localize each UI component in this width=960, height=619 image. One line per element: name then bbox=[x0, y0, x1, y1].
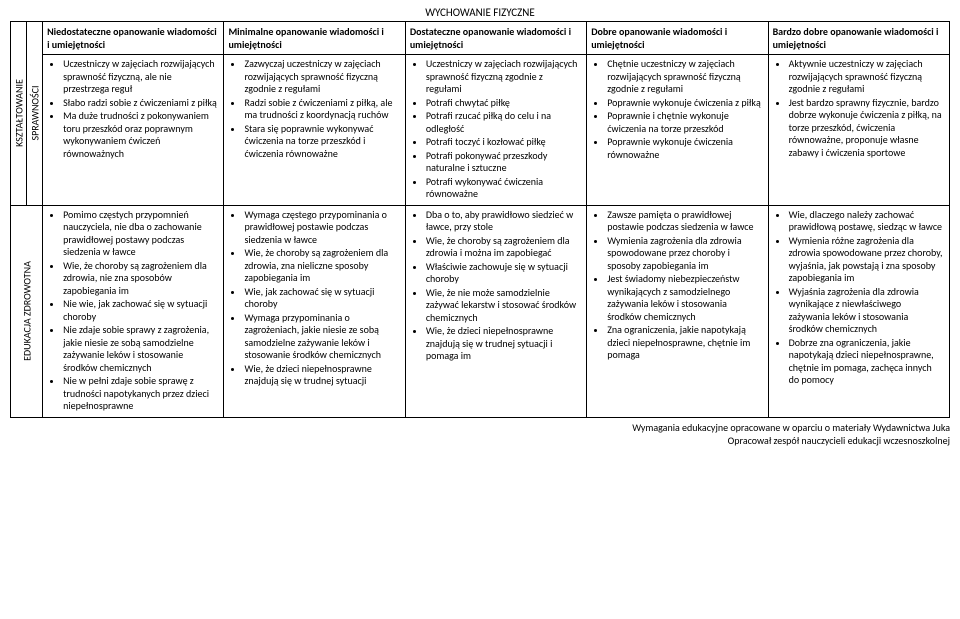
cell-r2-c3: Dba o to, aby prawidłowo siedzieć w ławc… bbox=[405, 205, 586, 417]
list-item: Potrafi toczyć i kozłować piłkę bbox=[426, 136, 580, 149]
list-item: Uczestniczy w zajęciach rozwijających sp… bbox=[63, 58, 217, 96]
list-item: Poprawnie wykonuje ćwiczenia równoważne bbox=[607, 136, 761, 161]
list-item: Jest bardzo sprawny fizycznie, bardzo do… bbox=[789, 97, 943, 160]
list-item: Wie, że choroby są zagrożeniem dla zdrow… bbox=[63, 260, 217, 298]
list-item: Stara się poprawnie wykonywać ćwiczenia … bbox=[244, 123, 398, 161]
list-item: Nie wie, jak zachować się w sytuacji cho… bbox=[63, 298, 217, 323]
cell-r2-c1: Pomimo częstych przypomnień nauczyciela,… bbox=[43, 205, 224, 417]
cell-r1-c1: Uczestniczy w zajęciach rozwijających sp… bbox=[43, 55, 224, 206]
list-item: Nie zdaje sobie sprawy z zagrożenia, jak… bbox=[63, 324, 217, 374]
cell-r2-c2: Wymaga częstego przypominania o prawidło… bbox=[224, 205, 405, 417]
list-item: Wyjaśnia zagrożenia dla zdrowia wynikają… bbox=[789, 286, 943, 336]
list-item: Wie, że dzieci niepełnosprawne znajdują … bbox=[244, 363, 398, 388]
section-label-ksztaltowanie: KSZTAŁTOWANIE bbox=[11, 22, 27, 206]
col-header-3: Dostateczne opanowanie wiadomości i umie… bbox=[405, 22, 586, 55]
list-item: Radzi sobie z ćwiczeniami z piłką, ale m… bbox=[244, 97, 398, 122]
page-title: WYCHOWANIE FIZYCZNE bbox=[10, 6, 950, 19]
table-row: EDUKACJA ZDROWOTNA Pomimo częstych przyp… bbox=[11, 205, 950, 417]
col-header-5: Bardzo dobre opanowanie wiadomości i umi… bbox=[768, 22, 949, 55]
page: WYCHOWANIE FIZYCZNE KSZTAŁTOWANIE SPRAWN… bbox=[0, 0, 960, 451]
list-item: Wymienia zagrożenia dla zdrowia spowodow… bbox=[607, 235, 761, 273]
section-label-sprawnosci: SPRAWNOŚCI bbox=[27, 22, 43, 206]
list-item: Wie, jak zachować się w sytuacji choroby bbox=[244, 286, 398, 311]
col-header-1: Niedostateczne opanowanie wiadomości i u… bbox=[43, 22, 224, 55]
cell-r1-c3: Uczestniczy w zajęciach rozwijających sp… bbox=[405, 55, 586, 206]
list-item: Potrafi pokonywać przeszkody naturalne i… bbox=[426, 150, 580, 175]
section-label-text: EDUKACJA ZDROWOTNA bbox=[20, 261, 33, 361]
list-item: Jest świadomy niebezpieczeństw wynikając… bbox=[607, 273, 761, 323]
list-item: Poprawnie i chętnie wykonuje ćwiczenia n… bbox=[607, 110, 761, 135]
list-item: Nie w pełni zdaje sobie sprawę z trudnoś… bbox=[63, 375, 217, 413]
list-item: Pomimo częstych przypomnień nauczyciela,… bbox=[63, 209, 217, 259]
list-item: Właściwie zachowuje się w sytuacji choro… bbox=[426, 261, 580, 286]
list-item: Potrafi rzucać piłką do celu i na odległ… bbox=[426, 110, 580, 135]
list-item: Słabo radzi sobie z ćwiczeniami z piłką bbox=[63, 97, 217, 110]
col-header-2: Minimalne opanowanie wiadomości i umieję… bbox=[224, 22, 405, 55]
col-header-4: Dobre opanowanie wiadomości i umiejętnoś… bbox=[587, 22, 768, 55]
list-item: Wie, że nie może samodzielnie zażywać le… bbox=[426, 287, 580, 325]
list-item: Zawsze pamięta o prawidłowej postawie po… bbox=[607, 209, 761, 234]
list-item: Potrafi chwytać piłkę bbox=[426, 97, 580, 110]
footer-line-1: Wymagania edukacyjne opracowane w oparci… bbox=[10, 421, 950, 434]
list-item: Wymaga przypominania o zagrożeniach, jak… bbox=[244, 312, 398, 362]
list-item: Wie, że dzieci niepełnosprawne znajdują … bbox=[426, 325, 580, 363]
cell-r1-c2: Zazwyczaj uczestniczy w zajęciach rozwij… bbox=[224, 55, 405, 206]
cell-r2-c5: Wie, dlaczego należy zachować prawidłową… bbox=[768, 205, 949, 417]
cell-r1-c5: Aktywnie uczestniczy w zajęciach rozwija… bbox=[768, 55, 949, 206]
list-item: Wymaga częstego przypominania o prawidło… bbox=[244, 209, 398, 247]
cell-r2-c4: Zawsze pamięta o prawidłowej postawie po… bbox=[587, 205, 768, 417]
footer-line-2: Opracował zespół nauczycieli edukacji wc… bbox=[10, 434, 950, 447]
list-item: Wymienia różne zagrożenia dla zdrowia sp… bbox=[789, 235, 943, 285]
list-item: Potrafi wykonywać ćwiczenia równoważne bbox=[426, 176, 580, 201]
list-item: Ma duże trudności z pokonywaniem toru pr… bbox=[63, 110, 217, 160]
list-item: Wie, że choroby są zagrożeniem dla zdrow… bbox=[426, 235, 580, 260]
list-item: Zazwyczaj uczestniczy w zajęciach rozwij… bbox=[244, 58, 398, 96]
list-item: Aktywnie uczestniczy w zajęciach rozwija… bbox=[789, 58, 943, 96]
table-row: Uczestniczy w zajęciach rozwijających sp… bbox=[11, 55, 950, 206]
list-item: Wie, dlaczego należy zachować prawidłową… bbox=[789, 209, 943, 234]
list-item: Zna ograniczenia, jakie napotykają dziec… bbox=[607, 324, 761, 362]
list-item: Dobrze zna ograniczenia, jakie napotykaj… bbox=[789, 337, 943, 387]
assessment-table: KSZTAŁTOWANIE SPRAWNOŚCI Niedostateczne … bbox=[10, 21, 950, 418]
cell-r1-c4: Chętnie uczestniczy w zajęciach rozwijaj… bbox=[587, 55, 768, 206]
table-header-row: KSZTAŁTOWANIE SPRAWNOŚCI Niedostateczne … bbox=[11, 22, 950, 55]
section-label-text: KSZTAŁTOWANIE bbox=[12, 79, 25, 147]
list-item: Uczestniczy w zajęciach rozwijających sp… bbox=[426, 58, 580, 96]
section-label-edukacja: EDUKACJA ZDROWOTNA bbox=[11, 205, 43, 417]
list-item: Poprawnie wykonuje ćwiczenia z piłką bbox=[607, 97, 761, 110]
list-item: Chętnie uczestniczy w zajęciach rozwijaj… bbox=[607, 58, 761, 96]
list-item: Dba o to, aby prawidłowo siedzieć w ławc… bbox=[426, 209, 580, 234]
footer: Wymagania edukacyjne opracowane w oparci… bbox=[10, 421, 950, 447]
section-label-text: SPRAWNOŚCI bbox=[28, 86, 41, 141]
list-item: Wie, że choroby są zagrożeniem dla zdrow… bbox=[244, 247, 398, 285]
